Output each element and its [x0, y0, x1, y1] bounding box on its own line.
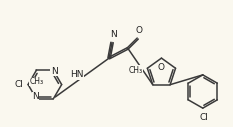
Text: Cl: Cl	[199, 113, 208, 122]
Text: Cl: Cl	[14, 80, 23, 89]
Text: N: N	[32, 92, 39, 101]
Text: O: O	[158, 63, 165, 72]
Text: N: N	[110, 30, 116, 39]
Text: N: N	[51, 67, 58, 76]
Text: HN: HN	[70, 70, 84, 79]
Text: CH₃: CH₃	[128, 66, 142, 75]
Text: O: O	[135, 26, 142, 35]
Text: CH₃: CH₃	[29, 77, 44, 86]
